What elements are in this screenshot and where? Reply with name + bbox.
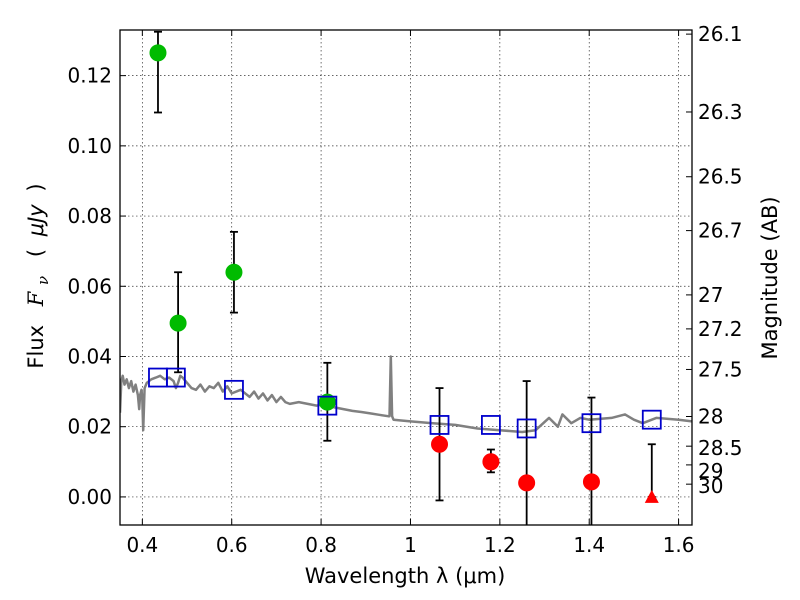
model-photometry-point — [516, 418, 537, 439]
y-tick-label: 0.10 — [67, 134, 112, 158]
y-axis-label-symbol: F — [24, 290, 48, 307]
y-tick-label: 0.00 — [67, 485, 112, 509]
y-axis-label-unit: μJy — [24, 204, 48, 238]
model-sed-line — [120, 355, 692, 434]
y-tick-label: 0.06 — [67, 274, 112, 298]
right-tick-label: 26.1 — [698, 22, 743, 46]
data-point — [318, 393, 336, 411]
x-tick-label: 0.8 — [305, 533, 337, 557]
model-sed-layer — [120, 355, 692, 434]
right-tick-label: 28.5 — [698, 436, 743, 460]
x-tick-label: 1.6 — [663, 533, 695, 557]
model-photometry-point — [641, 409, 662, 430]
data-point — [582, 473, 600, 491]
right-tick-label: 27 — [698, 283, 723, 307]
upper-limit-point — [644, 489, 659, 503]
y-axis-label-subscript: ν — [34, 276, 52, 285]
plot-frame — [119, 29, 693, 526]
x-tick-label: 1 — [404, 533, 417, 557]
y-axis-label-close: ) — [24, 183, 48, 191]
right-tick-label: 26.5 — [698, 165, 743, 189]
y-tick-label: 0.12 — [67, 64, 112, 88]
model-photometry-point — [581, 413, 602, 434]
model-photometry-point — [165, 367, 186, 388]
x-tick-label: 0.4 — [126, 533, 158, 557]
model-photometry-point — [317, 395, 338, 416]
right-tick-label: 27.2 — [698, 317, 743, 341]
ticks-layer: 0.4 0.6 0.8 1 1.2 1.4 1.6 0.00 0.02 0.04 0.06 0.08 0… — [67, 22, 742, 557]
y-axis-label-prefix: Flux — [24, 325, 48, 369]
right-tick-label: 28 — [698, 404, 723, 428]
right-tick-label: 26.7 — [698, 219, 743, 243]
x-axis-label: Wavelength λ (μm) — [305, 564, 506, 588]
x-tick-label: 1.2 — [484, 533, 516, 557]
model-photometry-point — [481, 415, 501, 435]
model-photometry-point — [429, 415, 450, 435]
right-tick-label: 30 — [698, 474, 723, 498]
x-tick-label: 1.4 — [573, 533, 605, 557]
y-tick-label: 0.02 — [67, 415, 112, 439]
data-point — [482, 453, 500, 471]
data-point — [169, 314, 187, 332]
data-point — [149, 44, 167, 62]
points-layer — [148, 30, 662, 525]
y-tick-label: 0.04 — [67, 344, 112, 368]
data-point — [225, 263, 243, 281]
grid — [120, 30, 692, 525]
right-tick-label: 29 — [698, 459, 723, 483]
y-tick-label: 0.08 — [67, 204, 112, 228]
model-photometry-point — [224, 379, 244, 400]
y-axis-label-open: ( — [24, 249, 48, 257]
right-axis-label: Magnitude (AB) — [758, 196, 782, 359]
data-point — [431, 435, 449, 453]
data-point — [518, 474, 536, 492]
right-tick-label: 26.3 — [698, 100, 743, 124]
right-tick-label: 27.5 — [698, 357, 743, 381]
y-axis-label: Flux F ν ( μJy ) — [24, 183, 53, 368]
x-tick-label: 0.6 — [216, 533, 248, 557]
